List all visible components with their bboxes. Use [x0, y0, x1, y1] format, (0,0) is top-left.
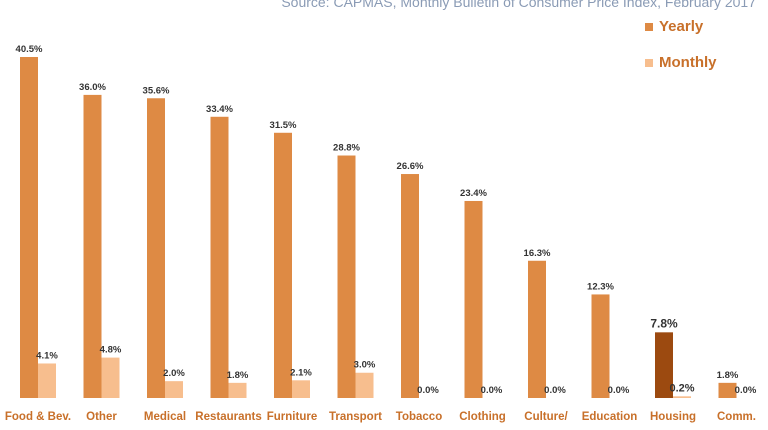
bar-yearly-comm — [718, 382, 737, 398]
label-yearly-transport: 28.8% — [333, 143, 360, 154]
bar-yearly-education — [591, 294, 610, 398]
bar-yearly-housing — [655, 332, 673, 398]
legend-monthly-label: Monthly — [659, 54, 717, 71]
label-monthly-comm: 0.0% — [735, 385, 757, 396]
label-yearly-medical: 35.6% — [143, 85, 170, 96]
category-label-medical: Medical — [144, 411, 186, 423]
category-label-other: Other — [86, 411, 117, 423]
label-monthly-restaurants: 1.8% — [227, 370, 249, 381]
label-monthly-transport: 3.0% — [354, 360, 376, 371]
bar-yearly-furniture — [274, 132, 292, 398]
label-yearly-furniture: 31.5% — [270, 120, 297, 131]
chart-source-note: Source: CAPMAS, Monthly Bulletin of Cons… — [281, 0, 756, 10]
category-label-tobacco: Tobacco — [396, 411, 442, 423]
label-monthly-other: 4.8% — [100, 345, 122, 356]
label-yearly-food-bev: 40.5% — [16, 44, 43, 55]
legend-monthly-swatch — [645, 58, 653, 67]
label-monthly-culture: 0.0% — [544, 385, 566, 396]
label-monthly-tobacco: 0.0% — [417, 385, 439, 396]
bar-monthly-housing — [673, 396, 691, 398]
label-yearly-tobacco: 26.6% — [397, 161, 424, 172]
bar-yearly-food-bev — [20, 57, 38, 398]
label-monthly-furniture: 2.1% — [290, 367, 312, 378]
category-label-housing: Housing — [650, 411, 696, 423]
label-monthly-food-bev: 4.1% — [36, 350, 58, 361]
category-label-education: Education — [582, 411, 638, 423]
category-label-culture: Culture/ — [524, 411, 568, 423]
label-yearly-clothing: 23.4% — [460, 188, 487, 199]
bar-monthly-transport — [355, 372, 374, 398]
category-label-restaurants: Restaurants — [195, 411, 261, 423]
bar-monthly-food-bev — [38, 363, 56, 398]
label-yearly-restaurants: 33.4% — [206, 104, 233, 115]
label-yearly-comm: 1.8% — [717, 370, 739, 381]
category-label-clothing: Clothing — [459, 411, 506, 423]
label-yearly-other: 36.0% — [79, 82, 106, 93]
bar-yearly-restaurants — [210, 116, 229, 399]
label-monthly-clothing: 0.0% — [481, 385, 503, 396]
bar-yearly-tobacco — [401, 174, 419, 398]
bar-yearly-clothing — [464, 200, 483, 398]
label-monthly-housing: 0.2% — [669, 382, 694, 394]
label-monthly-medical: 2.0% — [163, 368, 185, 379]
category-label-comm: Comm. — [717, 411, 756, 423]
legend-yearly-label: Yearly — [659, 18, 704, 35]
category-label-transport: Transport — [329, 411, 382, 423]
bar-monthly-restaurants — [228, 382, 247, 398]
label-yearly-education: 12.3% — [587, 281, 614, 292]
label-monthly-education: 0.0% — [608, 385, 630, 396]
bar-yearly-other — [83, 94, 102, 398]
legend-yearly: Yearly — [645, 18, 703, 35]
bar-monthly-medical — [165, 381, 183, 398]
bar-yearly-transport — [337, 155, 356, 398]
bar-monthly-other — [101, 357, 120, 398]
legend-yearly-swatch — [645, 22, 653, 31]
bar-yearly-medical — [147, 98, 165, 399]
label-yearly-culture: 16.3% — [524, 248, 551, 259]
bar-yearly-culture — [528, 260, 546, 398]
label-yearly-housing: 7.8% — [650, 316, 678, 330]
category-label-food-bev: Food & Bev. — [5, 411, 71, 423]
category-label-furniture: Furniture — [267, 411, 317, 423]
bar-monthly-furniture — [292, 380, 310, 398]
legend-monthly: Monthly — [645, 54, 717, 71]
